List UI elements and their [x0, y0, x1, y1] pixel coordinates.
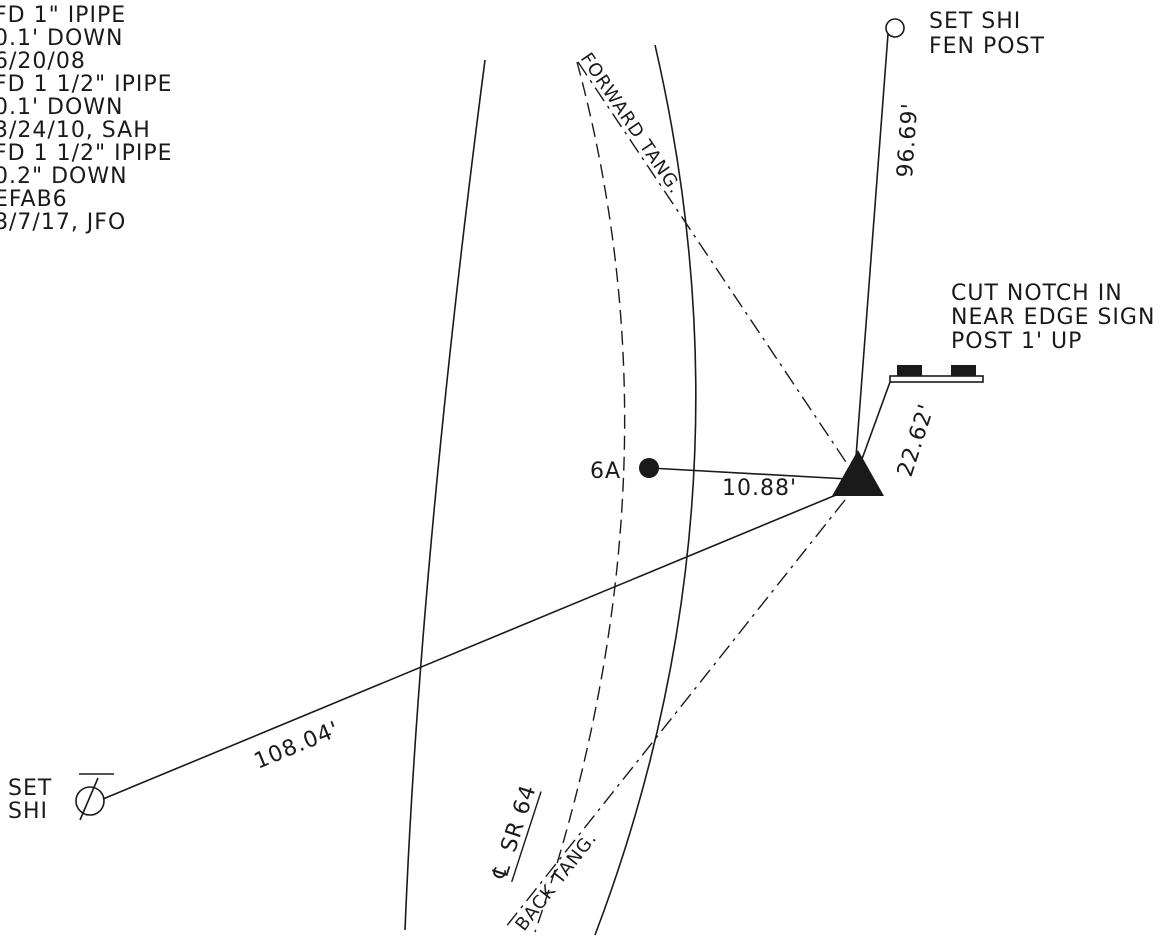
fen-post-circle-icon — [885, 18, 905, 38]
history-line: 0.1' DOWN — [0, 26, 124, 51]
centerline-symbol: ℄ — [488, 860, 517, 883]
history-line: FD 1" IPIPE — [0, 3, 126, 28]
set-shi-symbol-icon — [75, 773, 114, 821]
forward-tangent-line — [577, 61, 859, 481]
dim-6a: 10.88' — [722, 476, 797, 501]
history-line: EFAB6 — [0, 187, 68, 212]
dim-sign-post: 22.62' — [893, 401, 940, 480]
history-line: FD 1 1/2" IPIPE — [0, 72, 173, 97]
tie-line-to-6a — [649, 467, 849, 480]
back-tangent-label: BACK TANG. — [511, 828, 601, 935]
history-line: 8/7/17, JFO — [0, 210, 126, 235]
history-line: 6/20/08 — [0, 49, 86, 74]
centerline-label: ℄ SR 64 — [488, 782, 542, 883]
tie-line-to-fen-post — [854, 33, 889, 471]
dim-set-shi: 108.04' — [251, 717, 344, 775]
set-shi-note: SET SHI — [8, 776, 60, 824]
history-line: 0.2" DOWN — [0, 164, 128, 189]
centerline-name: SR 64 — [497, 782, 542, 856]
history-line: FD 1 1/2" IPIPE — [0, 141, 173, 166]
history-line: 0.1' DOWN — [0, 95, 124, 120]
road-edge-left — [404, 59, 486, 931]
set-shi-fen-post-note: SET SHI FEN POST — [929, 9, 1045, 59]
cut-notch-note: CUT NOTCH IN NEAR EDGE SIGN POST 1' UP — [951, 281, 1163, 354]
control-point-triangle-icon — [832, 450, 884, 496]
history-note: FD 1" IPIPE 0.1' DOWN 6/20/08 FD 1 1/2" … — [0, 3, 181, 235]
tie-line-to-sign-post — [857, 381, 891, 471]
history-line: 3/24/10, SAH — [0, 118, 151, 143]
dim-fen-post: 96.69' — [893, 102, 923, 179]
tie-line-to-set-shi — [102, 489, 849, 800]
sign-post-icon — [889, 365, 984, 383]
centerline-sr64 — [534, 61, 626, 933]
road-edge-right — [594, 44, 697, 936]
point-6a-label: 6A — [590, 459, 621, 484]
point-6a-marker-icon — [639, 458, 659, 478]
